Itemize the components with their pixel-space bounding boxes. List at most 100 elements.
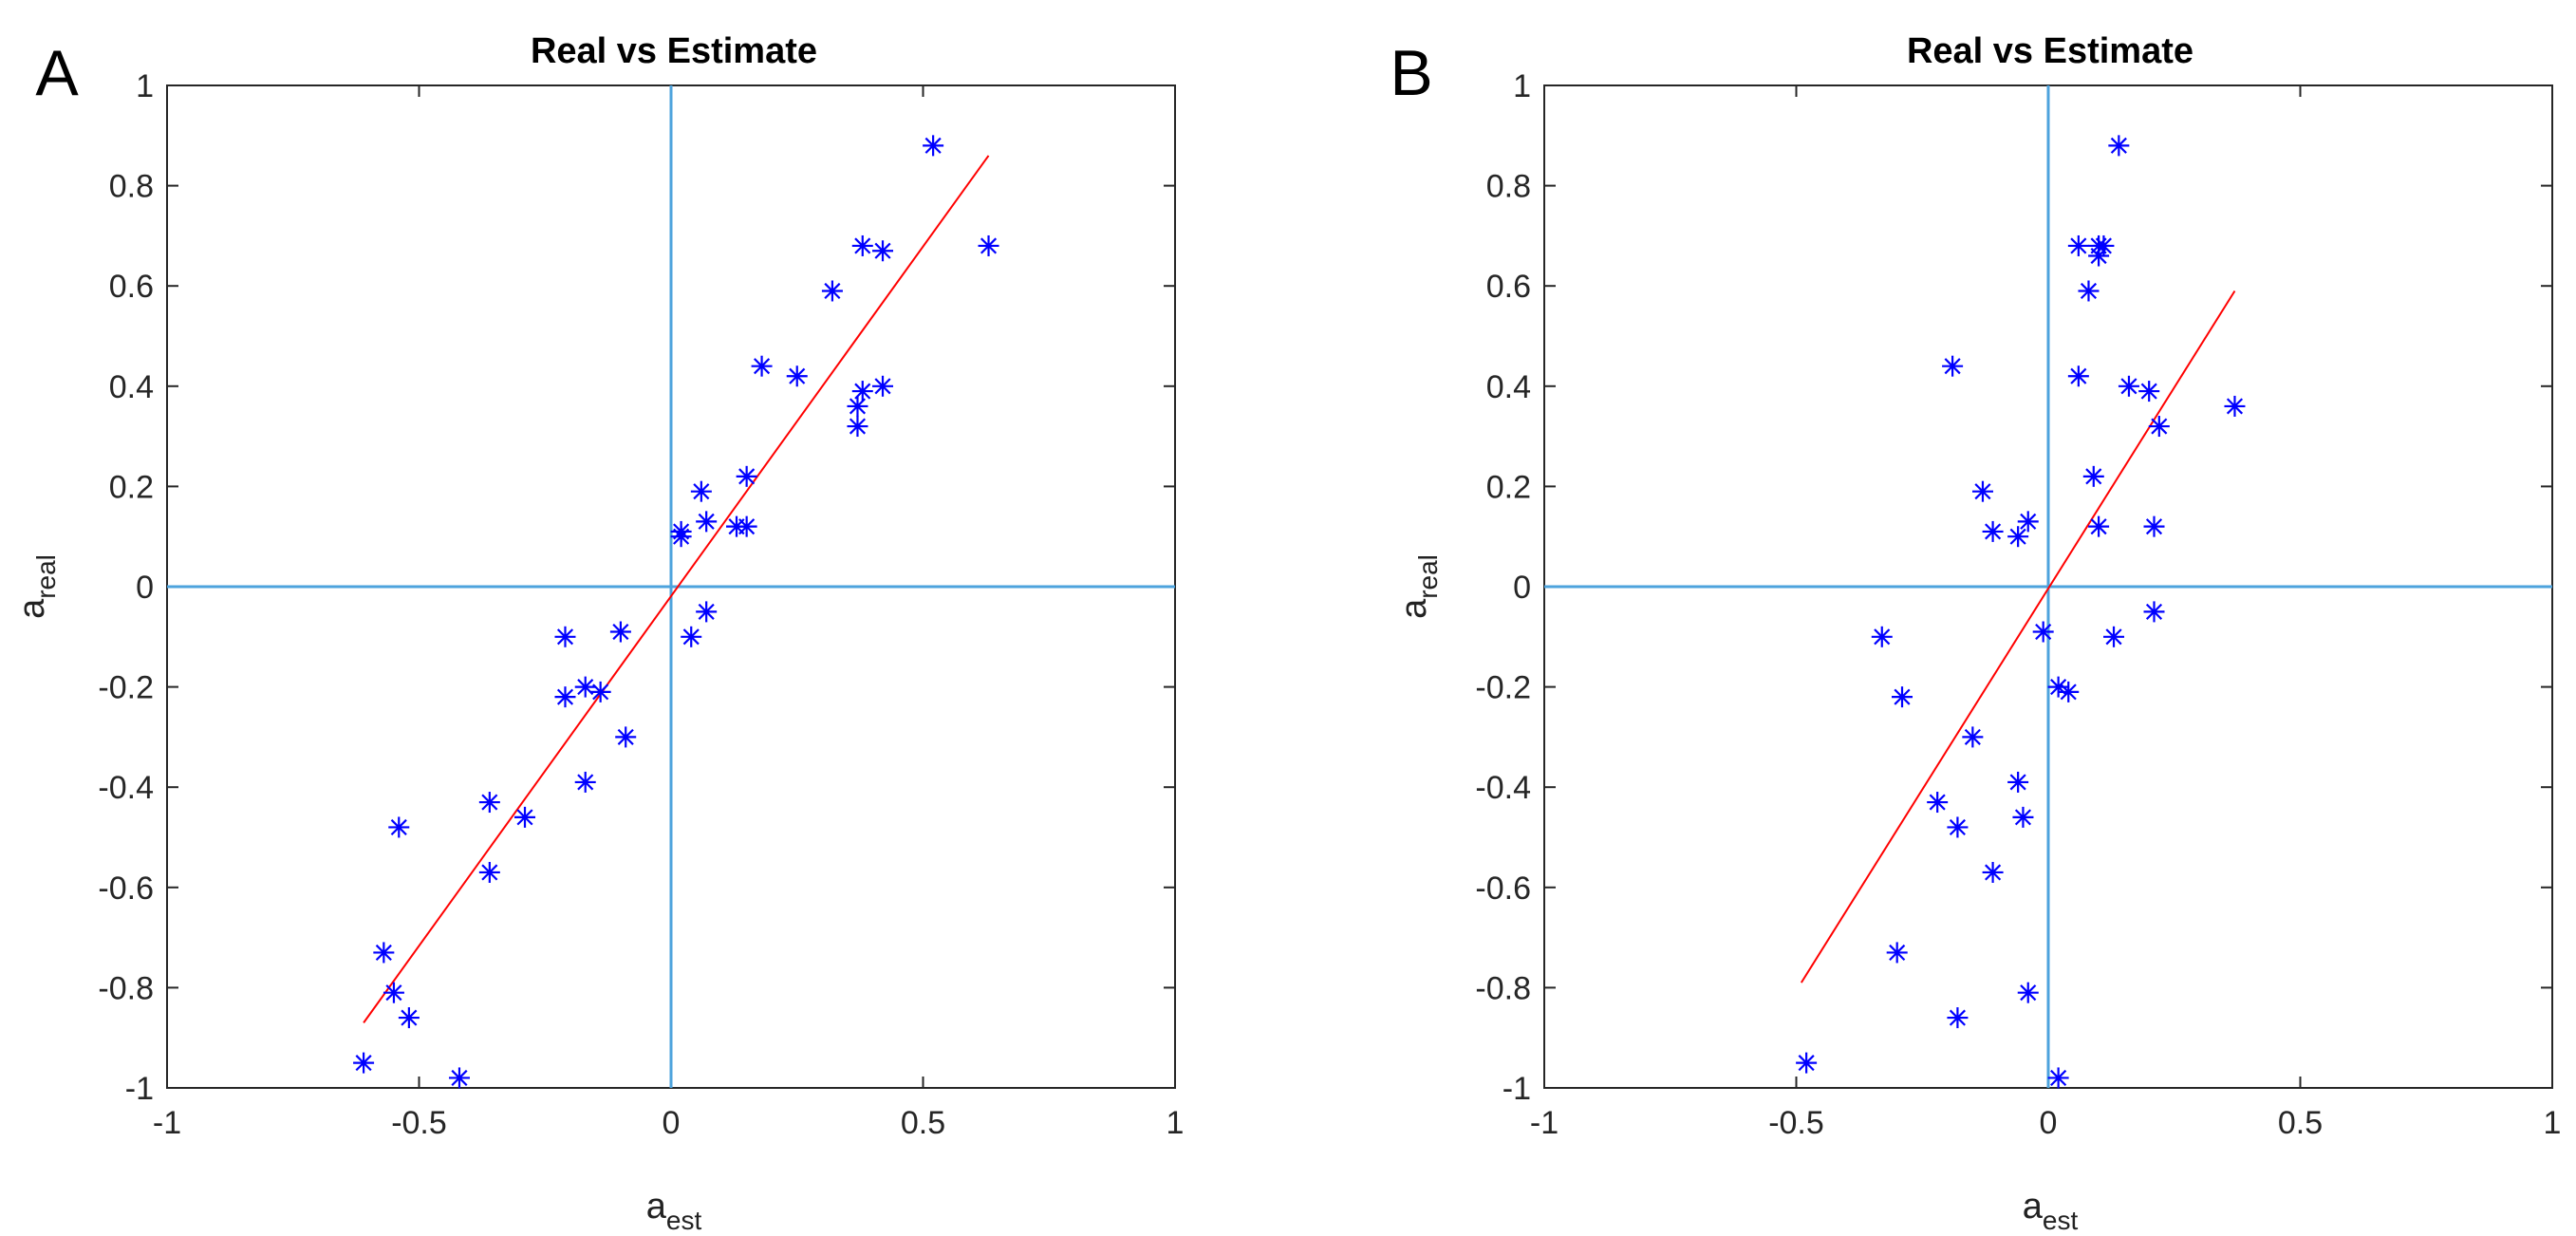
data-point-stroke	[385, 984, 402, 1002]
data-point	[2067, 234, 2089, 256]
y-tick-label: -0.2	[1475, 670, 1531, 706]
data-point-stroke	[2050, 1069, 2067, 1086]
y-axis-label-base: a	[1394, 598, 1434, 619]
data-point	[353, 1052, 375, 1074]
data-point	[696, 601, 718, 623]
data-point-stroke	[2085, 468, 2102, 485]
data-point-stroke	[789, 367, 806, 384]
x-axis-label: aest	[2023, 1187, 2079, 1235]
data-point	[2148, 416, 2170, 438]
y-tick-label: 0.2	[1486, 469, 1531, 505]
data-point	[736, 515, 757, 537]
data-point	[1971, 480, 1993, 502]
data-point-stroke	[1974, 483, 1991, 500]
fit-line	[1800, 290, 2236, 983]
data-point-stroke	[738, 468, 756, 485]
data-point	[786, 365, 808, 387]
y-axis-label: areal	[12, 554, 61, 619]
panel-a: A Real vs Estimate -1 -0.5 0 0.5 1 -1 -0.8 -0.6…	[12, 31, 1184, 1235]
data-point-stroke	[924, 137, 942, 154]
x-tick-label: 1	[1167, 1105, 1185, 1141]
data-point	[2138, 381, 2160, 403]
data-point-stroke	[1949, 818, 1966, 835]
x-tick-label: 0.5	[901, 1105, 945, 1141]
data-point	[2017, 982, 2039, 1003]
y-tick-label: 0.6	[109, 269, 154, 305]
panel-label: A	[35, 37, 79, 109]
data-point	[383, 982, 404, 1003]
data-point-stroke	[1944, 358, 1961, 375]
y-axis-label: areal	[1394, 554, 1443, 619]
data-point	[2047, 1067, 2069, 1089]
data-point	[821, 280, 843, 302]
data-point-stroke	[2009, 774, 2026, 791]
data-point	[2067, 365, 2089, 387]
data-point-stroke	[481, 794, 498, 811]
data-point	[1871, 626, 1893, 647]
data-point-stroke	[1889, 944, 1906, 961]
data-point	[1982, 520, 2004, 542]
data-point	[554, 686, 576, 708]
y-tick-label: 0.8	[109, 169, 154, 205]
data-point	[574, 676, 596, 698]
x-tick-label: -1	[1530, 1105, 1559, 1141]
x-tick-label: 0	[2040, 1105, 2058, 1141]
data-point	[478, 861, 500, 883]
data-point-stroke	[2226, 398, 2244, 415]
x-axis-label-sub: est	[2043, 1206, 2079, 1235]
data-point	[2224, 395, 2246, 417]
data-point-stroke	[2110, 137, 2127, 154]
data-point-stroke	[849, 418, 867, 435]
data-point	[1962, 726, 1984, 748]
data-point-stroke	[824, 282, 841, 300]
y-axis-label-base: a	[12, 598, 52, 619]
data-point-stroke	[693, 483, 710, 500]
data-point	[1927, 792, 1949, 814]
data-point-stroke	[390, 818, 407, 835]
data-point-stroke	[1985, 864, 2002, 881]
data-point	[2143, 601, 2165, 623]
data-point	[2058, 681, 2080, 702]
data-point-stroke	[2090, 247, 2107, 265]
data-point	[1886, 942, 1908, 964]
y-axis-label-sub: real	[31, 554, 61, 599]
data-point	[2017, 511, 2039, 533]
x-axis-label-base: a	[646, 1187, 667, 1227]
data-point	[554, 626, 576, 647]
data-point-stroke	[577, 679, 594, 696]
y-tick-label: -0.8	[1475, 970, 1531, 1006]
x-axis-label: aest	[646, 1187, 702, 1235]
data-point	[2007, 526, 2029, 548]
y-tick-label: 0	[136, 570, 154, 606]
data-point	[1982, 861, 2004, 883]
data-point	[398, 1007, 420, 1029]
data-point-stroke	[2020, 513, 2037, 530]
data-point-stroke	[556, 628, 574, 646]
panel-b: B Real vs Estimate -1 -0.5 0 0.5 1 -1 -0.8 -0.6…	[1390, 31, 2561, 1235]
data-point-stroke	[673, 528, 690, 545]
data-point	[2108, 135, 2130, 157]
x-tick-label: -0.5	[1768, 1105, 1824, 1141]
chart-title: Real vs Estimate	[531, 31, 817, 71]
data-point	[847, 416, 868, 438]
data-point-stroke	[849, 398, 867, 415]
data-point	[1947, 816, 1969, 838]
data-point	[978, 234, 999, 256]
y-tick-label: -0.6	[1475, 871, 1531, 907]
data-point	[681, 626, 702, 647]
data-point	[751, 355, 773, 377]
y-tick-label: 0.8	[1486, 169, 1531, 205]
data-point-stroke	[556, 688, 574, 705]
data-point	[2007, 771, 2029, 793]
x-tick-label: 0	[663, 1105, 681, 1141]
data-point	[574, 771, 596, 793]
data-point	[514, 806, 536, 828]
data-point	[690, 480, 712, 502]
data-point	[2032, 621, 2054, 643]
y-tick-label: -0.4	[98, 770, 154, 806]
data-point-stroke	[451, 1069, 468, 1086]
data-point-stroke	[2035, 623, 2052, 641]
data-point-stroke	[2120, 378, 2137, 395]
data-point-stroke	[2070, 237, 2087, 254]
